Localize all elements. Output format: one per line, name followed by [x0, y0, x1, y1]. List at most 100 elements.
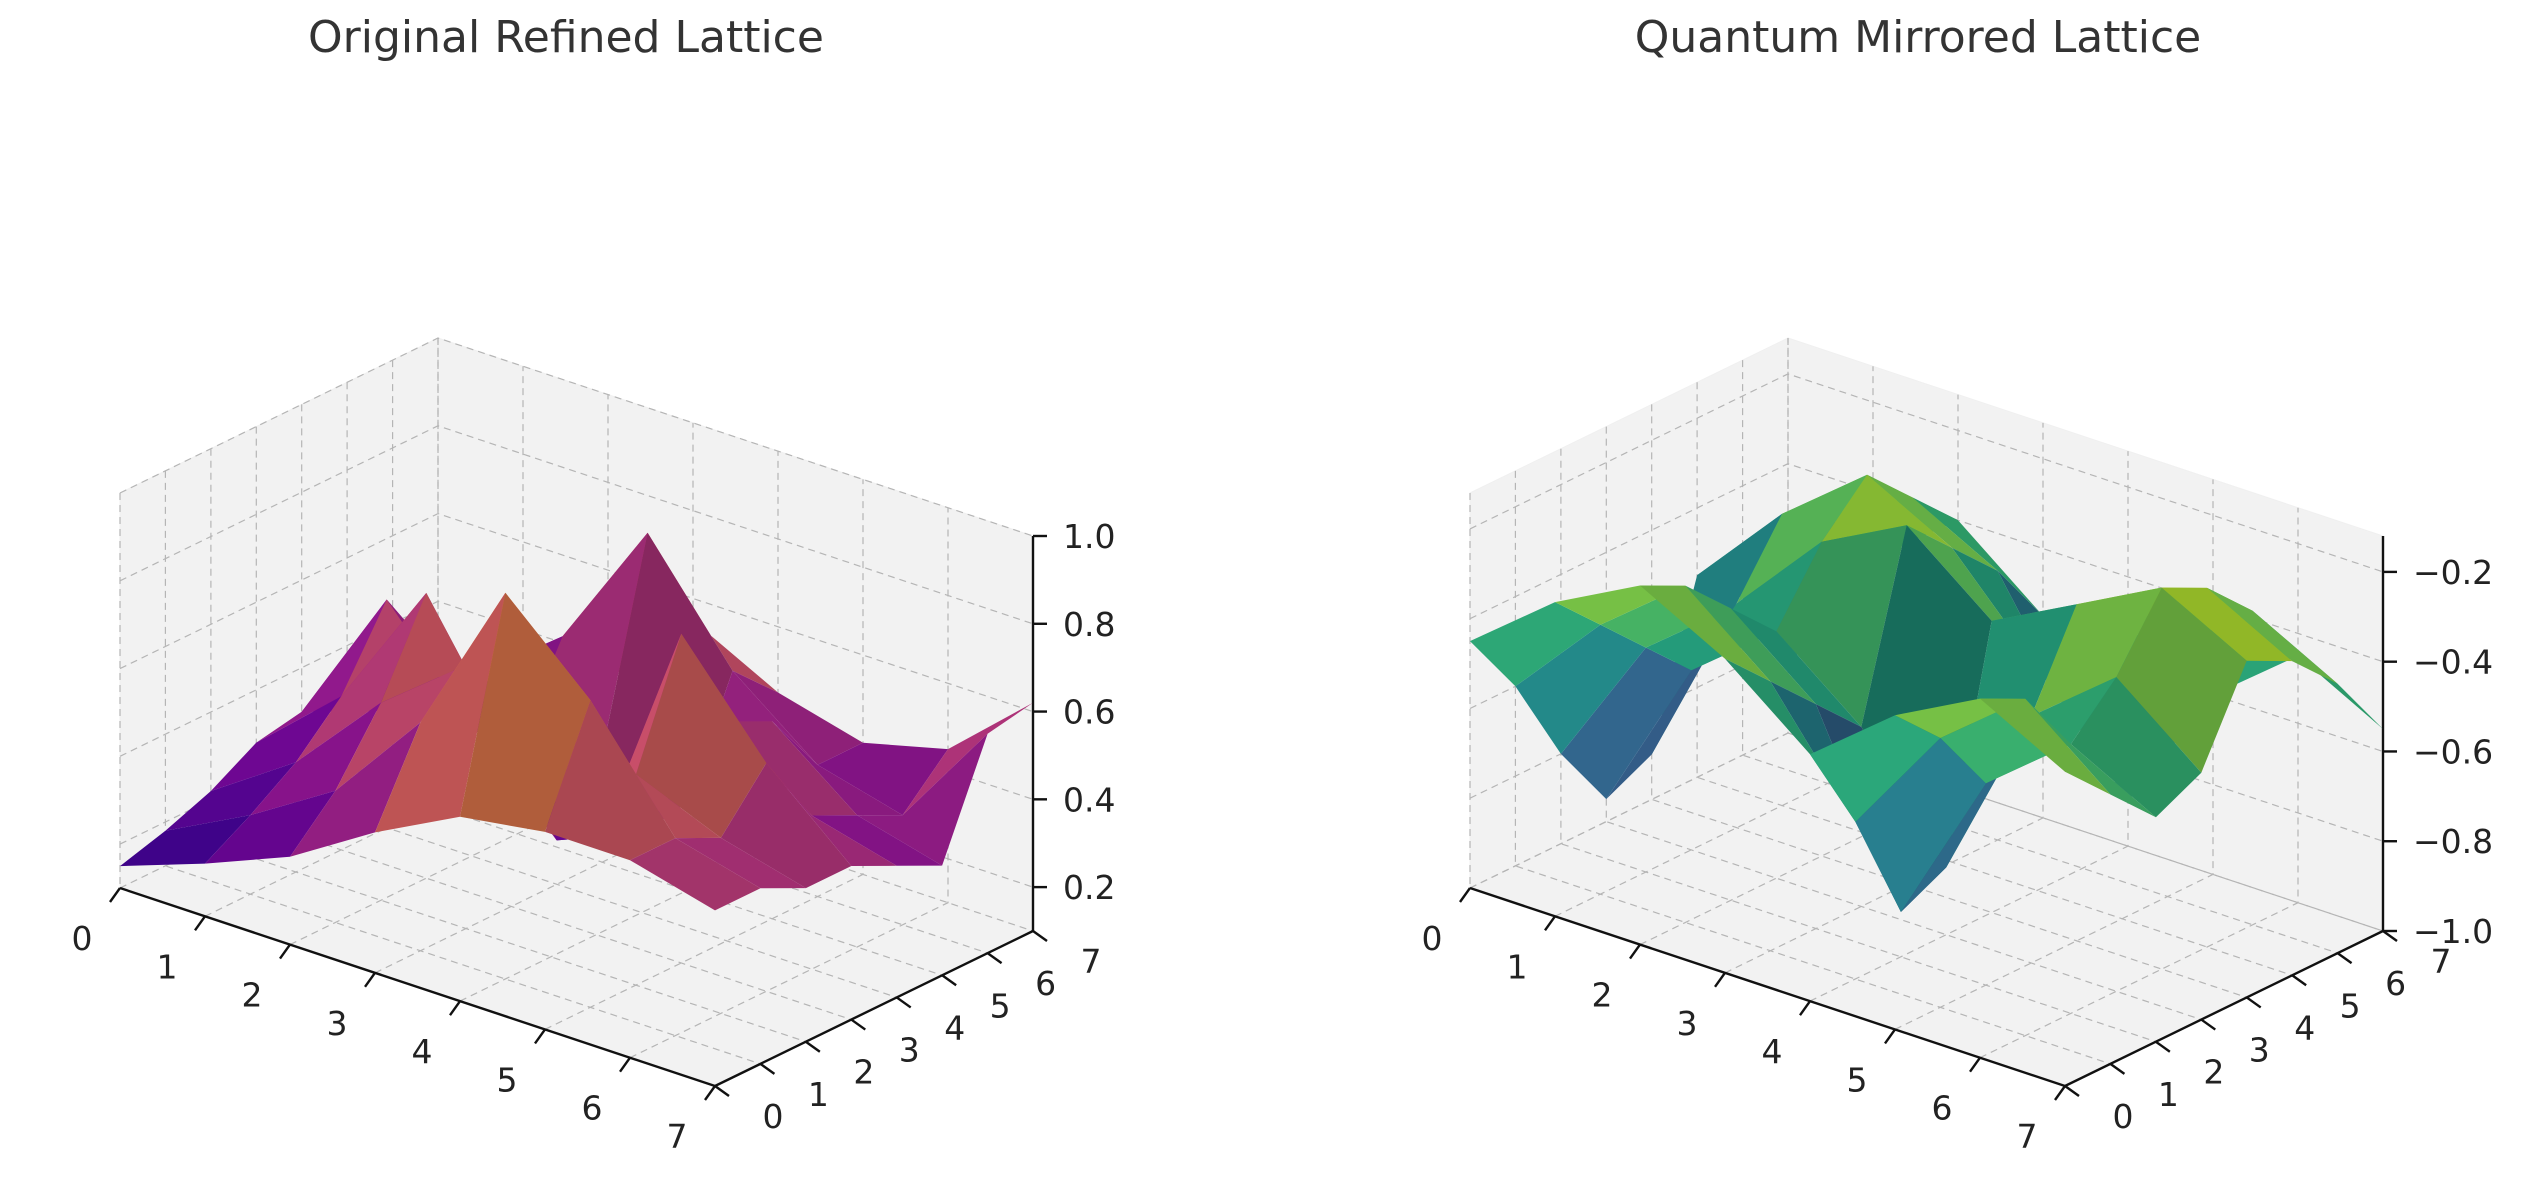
y-tick-mark [2064, 1085, 2080, 1097]
surface-facet [726, 721, 858, 816]
chart-title: Quantum Mirrored Lattice [1635, 12, 2201, 63]
x-axis-line [1469, 886, 2066, 1088]
surface [1470, 474, 2383, 912]
surface-facet [817, 742, 948, 816]
y-tick-mark [2382, 930, 2398, 942]
y-tick-mark [2336, 952, 2353, 965]
x-tick-label: 4 [412, 1032, 433, 1071]
gridline [119, 425, 1034, 625]
surface-facet [380, 592, 512, 753]
y-tick-mark [850, 1018, 866, 1031]
x-tick-mark [704, 1085, 716, 1101]
x-tick-label: 2 [242, 976, 263, 1015]
x-tick-mark [364, 972, 376, 988]
x-tick-label: 6 [1932, 1089, 1953, 1128]
x-tick-mark [2054, 1085, 2066, 1101]
x-tick-mark [534, 1028, 546, 1045]
surface-facet [675, 837, 806, 889]
y-tick-label: 2 [853, 1053, 874, 1092]
surface-facet [1855, 738, 1986, 912]
x-tick-label: 3 [327, 1004, 348, 1043]
surface-facet [295, 592, 427, 763]
x-tick-mark [109, 887, 121, 903]
y-tick-mark [759, 1062, 776, 1075]
y-tick-mark [896, 996, 912, 1009]
z-ticks: −1.0 −0.8 −0.6 −0.4 −0.2 [2383, 553, 2493, 951]
surface-facet [460, 592, 591, 832]
gridline [119, 337, 1034, 537]
surface-facet [205, 790, 336, 864]
x-tick-mark [449, 1000, 461, 1016]
surface-facet [630, 838, 761, 911]
surface-facet [335, 665, 466, 791]
surface-facet [375, 592, 506, 833]
gridline [1469, 373, 2384, 573]
z-tick-label: 0.4 [1063, 780, 1115, 819]
x-tick-label: 7 [2017, 1117, 2038, 1156]
x-tick-mark [1969, 1057, 1981, 1073]
surface-facet [120, 815, 251, 867]
surface-facet [1515, 624, 1646, 754]
y-tick-label: 6 [2385, 964, 2406, 1003]
surface-facet [1640, 585, 1771, 682]
x-tick-mark [1459, 887, 1471, 903]
surface-facet [1470, 602, 1601, 687]
x-tick-mark [1884, 1028, 1896, 1045]
x-tick-label: 1 [157, 947, 178, 986]
z-tick-label: 0.6 [1063, 693, 1115, 732]
y-tick-mark [986, 952, 1003, 965]
x-tick-label: 0 [1422, 919, 1443, 958]
x-tick-label: 2 [1592, 976, 1613, 1015]
y-tick-label: 5 [990, 986, 1011, 1025]
x-ticks: 0 1 2 3 4 5 6 7 [1422, 887, 2066, 1156]
gridline [629, 507, 949, 1059]
surface-facet [1867, 474, 1998, 571]
surface-facet [2116, 587, 2247, 773]
z-tick-label: −0.6 [2413, 732, 2493, 771]
x-tick-label: 6 [582, 1089, 603, 1128]
surface-facet [2207, 587, 2338, 684]
x-tick-mark [1544, 915, 1556, 931]
surface-facet [2161, 587, 2293, 662]
y-tick-mark [2155, 1040, 2171, 1053]
x-tick-label: 3 [1677, 1004, 1698, 1043]
surface-facet [1685, 585, 1816, 705]
y-tick-label: 1 [808, 1075, 829, 1114]
y-tick-label: 3 [2249, 1031, 2270, 1070]
z-tick-label: −0.8 [2413, 822, 2493, 861]
z-tick-label: −0.4 [2413, 643, 2493, 682]
x-tick-label: 5 [497, 1060, 518, 1099]
surface-facet [720, 763, 852, 889]
y-tick-mark [2291, 974, 2307, 987]
y-tick-mark [2246, 996, 2262, 1009]
y-tick-label: 3 [899, 1031, 920, 1070]
z-tick-label: −1.0 [2413, 912, 2493, 951]
surface-facet [857, 733, 988, 866]
surface-facet [811, 815, 943, 866]
y-tick-label: 7 [2431, 942, 2452, 981]
surface-facet [1821, 474, 1953, 548]
y-tick-label: 5 [2340, 986, 2361, 1025]
x-tick-mark [1629, 943, 1641, 960]
x-ticks: 0 1 2 3 4 5 6 7 [72, 887, 716, 1156]
z-tick-label: −0.2 [2413, 553, 2493, 592]
surface-facet [165, 762, 296, 831]
y-tick-mark [1032, 930, 1048, 942]
y-axis-line [2064, 929, 2384, 1088]
y-tick-label: 0 [763, 1097, 784, 1136]
surface-facet [732, 670, 863, 765]
y-tick-mark [805, 1040, 821, 1053]
surface-facet [1776, 525, 1907, 727]
y-tick-mark [941, 974, 957, 987]
y-axis-line [714, 929, 1034, 1088]
x-axis-line [119, 886, 716, 1088]
x-tick-mark [279, 943, 291, 960]
x-tick-label: 4 [1762, 1032, 1783, 1071]
y-tick-mark [714, 1085, 730, 1097]
z-tick-label: 0.2 [1063, 868, 1115, 907]
y-tick-mark [2109, 1062, 2126, 1075]
x-tick-mark [1714, 972, 1726, 988]
